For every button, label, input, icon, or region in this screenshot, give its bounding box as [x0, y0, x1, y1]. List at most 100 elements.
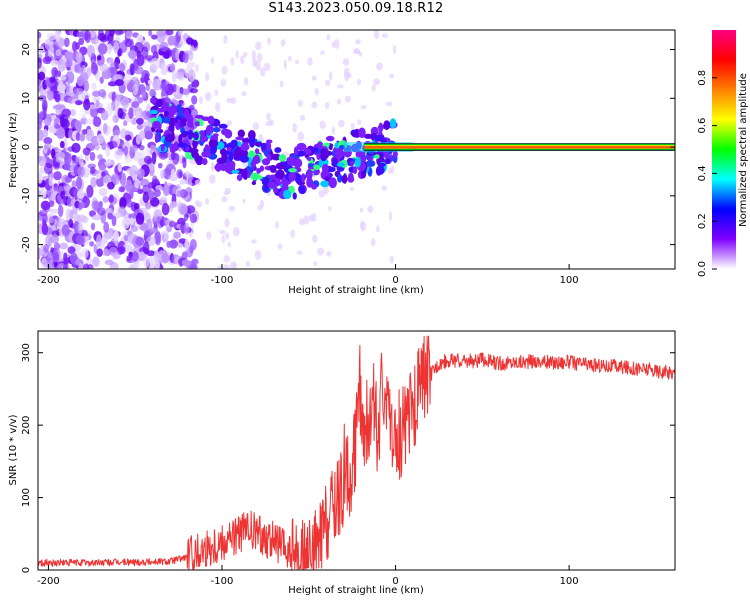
- spectrogram-speckle: [311, 101, 318, 109]
- spectrogram-speckle: [295, 59, 300, 65]
- spectrogram-speckle: [357, 119, 362, 126]
- spectrogram-speckle: [85, 118, 94, 125]
- spectrogram-band-cell: [237, 129, 245, 138]
- spectrogram-speckle: [125, 179, 133, 193]
- spectrogram-speckle: [75, 234, 85, 246]
- spectrogram-speckle: [353, 50, 361, 55]
- spectrogram-speckle: [154, 230, 161, 244]
- spectrogram-speckle: [148, 263, 156, 269]
- colorbar-tick-label: 0.6: [697, 118, 708, 134]
- spectrogram-speckle: [43, 243, 50, 253]
- spectrogram-speckle: [61, 108, 72, 117]
- snr-y-axis-label: SNR (10 * v/v): [8, 414, 19, 485]
- spectrogram-speckle: [117, 48, 123, 57]
- spectrogram-band-cell: [231, 169, 240, 174]
- spectrogram-speckle: [47, 90, 54, 101]
- spectrogram-speckle: [327, 206, 332, 212]
- spectrogram-speckle: [176, 190, 181, 198]
- spectrogram-speckle: [96, 133, 105, 144]
- spectrogram-speckle: [64, 60, 73, 68]
- spectrogram-speckle: [125, 134, 132, 141]
- spectrogram-speckle: [63, 37, 70, 48]
- spectrogram-speckle: [172, 69, 178, 83]
- spectrogram-speckle: [71, 180, 77, 189]
- spectrogram-speckle: [226, 120, 233, 126]
- spectrogram-speckle: [184, 222, 190, 235]
- spectrogram-speckle: [392, 45, 397, 54]
- spectrogram-speckle: [223, 190, 230, 196]
- spectrogram-band-cell: [256, 167, 262, 174]
- spectrogram-speckle: [143, 256, 150, 268]
- spectrogram-speckle: [51, 250, 60, 263]
- spectrogram-speckle: [183, 212, 189, 222]
- spectrogram-band-cell: [199, 120, 204, 127]
- spectrogram-speckle: [381, 33, 388, 39]
- spectrogram-speckle: [110, 62, 120, 70]
- spectrogram-speckle: [54, 30, 61, 42]
- spectrogram-speckle: [75, 132, 81, 141]
- spectrogram-speckle: [170, 201, 178, 208]
- spectrogram-speckle: [38, 62, 42, 68]
- spectrogram-speckle: [337, 98, 342, 105]
- spectrogram-band-cell: [301, 173, 306, 183]
- spectrogram-speckle: [57, 58, 66, 72]
- spectrogram-speckle: [131, 251, 139, 262]
- spectrogram-band-cell: [267, 181, 278, 189]
- colorbar-tick-label: 0.2: [697, 213, 708, 229]
- spectrogram-speckle: [191, 95, 198, 105]
- spectrogram-speckle: [136, 168, 145, 179]
- spectrogram-speckle: [376, 62, 383, 71]
- spectrogram-speckle: [111, 215, 117, 227]
- spectrogram-band-cell: [178, 105, 183, 117]
- spectrogram-band-cell: [367, 156, 374, 161]
- spectrogram-speckle: [290, 229, 295, 238]
- spectrogram-band-cell: [247, 130, 256, 141]
- spectrogram-speckle: [103, 221, 110, 233]
- spectrogram-speckle: [86, 66, 92, 77]
- spectrogram-marks: [38, 30, 675, 269]
- spectrogram-speckle: [177, 30, 183, 37]
- spectrogram-speckle: [125, 30, 133, 39]
- spectrogram-speckle: [179, 204, 188, 215]
- spectrogram-speckle: [149, 88, 157, 98]
- spectrogram-speckle: [195, 64, 199, 73]
- spectrogram-band-cell: [358, 127, 366, 139]
- spectrogram-band-cell: [354, 156, 361, 168]
- colorbar-tick-label: 0.8: [697, 70, 708, 86]
- spectrogram-speckle: [48, 200, 55, 207]
- spectrogram-speckle: [56, 127, 66, 140]
- spectrogram-speckle: [54, 117, 61, 124]
- spectrogram-speckle: [108, 246, 118, 256]
- spectrogram-speckle: [136, 54, 145, 67]
- spectrogram-band-cell: [212, 127, 221, 133]
- spectrogram-speckle: [38, 172, 43, 184]
- spectrogram-speckle: [146, 218, 153, 232]
- spectrogram-speckle: [311, 75, 317, 81]
- spectrogram-speckle: [76, 190, 85, 199]
- spectrogram-y-tick-label: -20: [21, 236, 32, 252]
- spectrogram-band-cell: [261, 178, 270, 186]
- spectrogram-speckle: [48, 216, 54, 224]
- spectrogram-speckle: [161, 252, 170, 264]
- spectrogram-speckle: [91, 82, 97, 91]
- spectrogram-speckle: [255, 41, 262, 51]
- spectrogram-speckle: [148, 30, 153, 37]
- spectrogram-band-cell: [243, 168, 248, 179]
- spectrogram-speckle: [86, 184, 94, 198]
- spectrogram-speckle: [160, 63, 168, 74]
- spectrogram-speckle: [292, 122, 297, 133]
- spectrogram-speckle: [128, 107, 134, 120]
- spectrogram-band-cell: [201, 151, 212, 158]
- spectrogram-speckle: [59, 74, 67, 81]
- spectrogram-speckle: [129, 217, 135, 226]
- spectrogram-band-cell: [325, 135, 335, 142]
- spectrogram-speckle: [263, 62, 271, 72]
- spectrogram-speckle: [232, 262, 237, 269]
- colorbar-tick-label: 0.4: [697, 165, 708, 181]
- spectrogram-speckle: [172, 152, 180, 165]
- figure-title: S143.2023.050.09.18.R12: [268, 1, 444, 16]
- spectrogram-speckle: [95, 99, 100, 108]
- spectrogram-speckle: [77, 214, 87, 223]
- spectrogram-speckle: [210, 161, 215, 172]
- spectrogram-speckle: [159, 41, 169, 53]
